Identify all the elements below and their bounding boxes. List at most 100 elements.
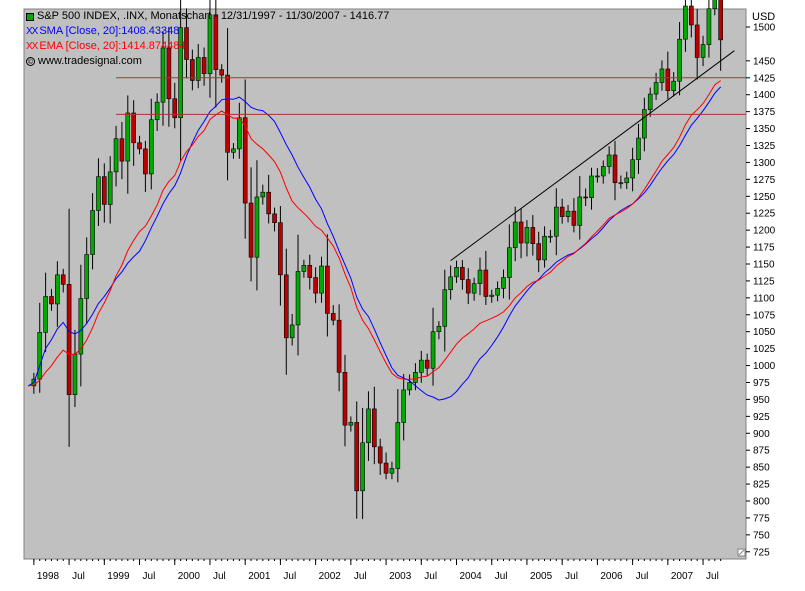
candle-body-down [536,243,541,261]
candle-body-up [600,166,606,177]
y-tick-label: 1300 [753,158,776,169]
candle-body-down [190,59,195,81]
candle [477,257,483,296]
candle [542,226,547,268]
candle-body-up [43,296,48,333]
candle [436,321,442,340]
candle [689,0,694,38]
y-tick-label: 750 [753,530,770,541]
candle [125,95,131,194]
legend-sma-row: XX SMA [Close, 20]:1408.43348 [26,24,389,39]
candle [307,254,313,290]
candle-body-up [72,353,78,395]
y-tick-label: 825 [753,480,770,491]
candle [248,167,254,282]
y-tick-label: 1100 [753,293,775,304]
candle [454,260,459,283]
candle-body-down [172,98,178,119]
ema-indicator-icon: XX [26,41,38,52]
candle-body-up [442,289,448,327]
candle [213,0,219,108]
candle-body-up [366,408,371,444]
candle [178,0,183,161]
y-axis: 725 750 775 800 825 850 875 900 925 950 975 1000 102… [746,23,776,558]
candle-body-up [413,372,418,383]
candle [342,354,348,447]
candle-body-up [195,57,201,81]
candle [642,97,647,152]
resize-grip-icon[interactable] [737,548,746,557]
y-tick-label: 1275 [753,175,776,186]
candle [330,305,336,326]
candle-body-down [143,148,148,175]
candle [90,193,95,270]
candle [195,43,201,89]
candle [207,0,213,98]
candle-body-down [272,213,277,223]
candle [172,82,178,129]
candle-body-up [712,0,718,10]
candle-body-up [407,382,412,391]
candle [442,269,448,352]
y-tick-label: 850 [753,463,770,474]
candle-body-down [60,274,66,285]
x-tick-label: 2001 [248,571,271,582]
candle-body-down [102,176,107,205]
candle-body-down [694,24,700,58]
candle [712,0,718,16]
x-tick-label: 2000 [178,571,201,582]
x-tick-label: Jul [565,571,578,582]
plot-area [23,8,747,560]
y-tick-label: 975 [753,378,770,389]
candle [289,313,295,346]
candle [677,22,682,96]
candle [565,204,571,223]
candle-body-up [401,389,406,423]
y-tick-label: 1450 [753,56,776,67]
candle [96,158,101,227]
candle-body-down [383,462,389,474]
candle-body-up [524,227,530,244]
legend-title-row: S&P 500 INDEX, .INX, Monatschart - 12/31… [26,9,389,24]
candle-body-up [677,38,682,82]
candle [166,26,172,127]
candle [665,51,671,100]
x-tick-label: Jul [424,571,437,582]
candle-body-up [348,422,354,426]
candle [272,207,277,232]
candle [471,277,477,301]
candle-body-up [542,235,547,261]
candle [718,0,723,71]
candle [137,135,142,155]
candle-body-down [66,284,72,395]
candle-body-up [260,191,266,198]
candle-body-down [336,319,342,373]
candle [407,374,412,396]
candle-body-up [647,93,653,110]
ema-line [27,80,721,387]
candle-body-up [636,137,641,161]
candle-body-down [518,221,524,244]
candle [501,269,506,299]
candle [266,174,271,224]
candle-body-down [372,408,377,448]
candle-body-up [577,196,583,226]
candle-body-up [231,148,236,153]
candle-body-down [460,267,465,280]
y-tick-label: 925 [753,412,770,423]
y-tick-label: 1400 [753,90,776,101]
candle-body-up [548,235,553,238]
candle-body-down [354,422,360,492]
x-axis: 1998 Jul 1999 Jul 2000 Jul 2001 Jul 2002 Jul 2003 J… [33,559,722,582]
candle-body-down [119,138,125,162]
candle [295,234,301,356]
candle [512,206,518,262]
y-tick-label: 1000 [753,361,776,372]
candle-body-up [706,8,712,45]
x-tick-label: Jul [354,571,367,582]
y-tick-label: 1350 [753,124,776,135]
candle [278,206,283,306]
x-tick-label: 2003 [389,571,412,582]
x-tick-label: 2004 [460,571,483,582]
x-tick-label: 1999 [107,571,130,582]
